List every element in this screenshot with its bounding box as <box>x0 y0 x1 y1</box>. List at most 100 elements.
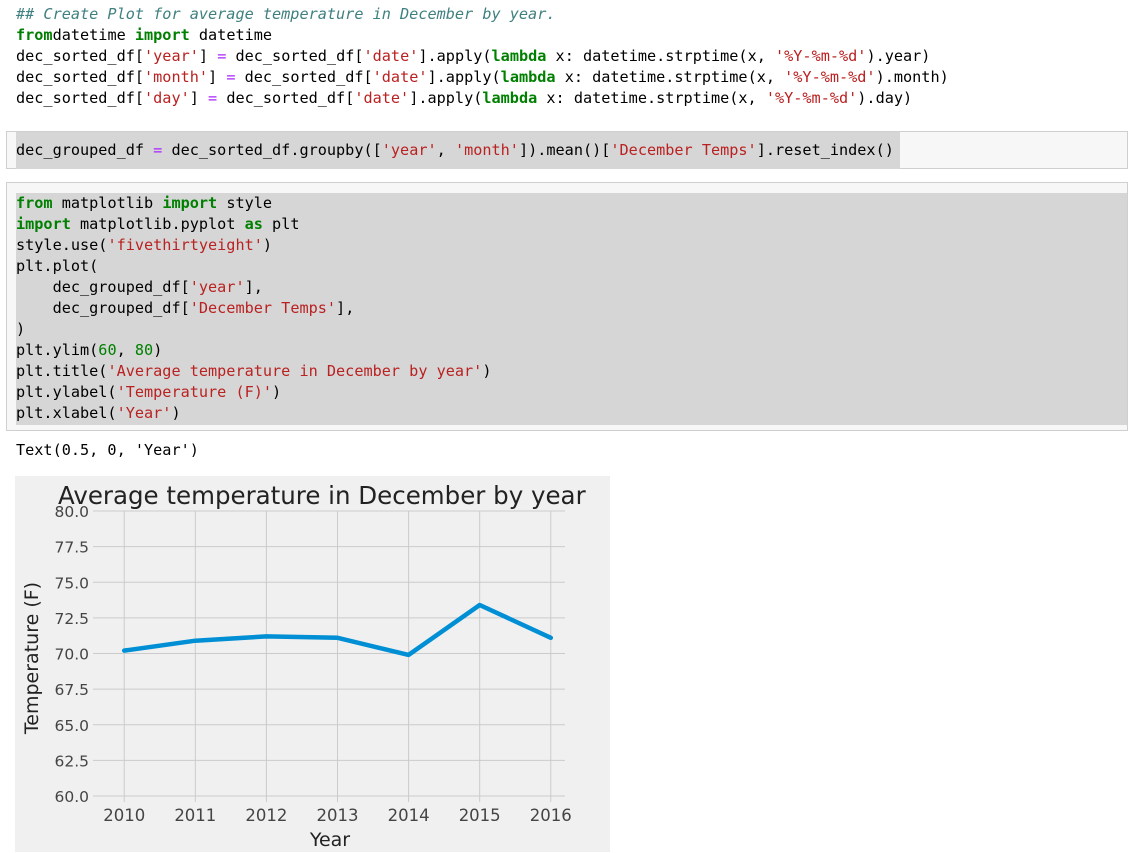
code-token: ], <box>336 299 355 317</box>
code-token: lambda <box>500 68 556 86</box>
code-token: 'date' <box>354 89 410 107</box>
code-token: dec_sorted_df[ <box>226 47 364 65</box>
y-tick-label: 67.5 <box>54 681 89 699</box>
code-token: 'month' <box>454 141 519 159</box>
code-token: dec_sorted_df[ <box>16 89 145 107</box>
y-tick-label: 62.5 <box>54 752 89 770</box>
code-token: = <box>208 89 218 107</box>
code-line: plt.plot( <box>16 256 1127 277</box>
code-token: x: datetime.strptime(x, <box>537 89 766 107</box>
code-token: 80 <box>134 341 154 359</box>
y-tick-labels: 60.0 62.5 65.0 67.5 70.0 72.5 75.0 77.5 80.0 <box>54 503 89 806</box>
code-token: import <box>134 26 190 44</box>
code-line: ) <box>16 319 1127 340</box>
code-token: 'date' <box>363 47 419 65</box>
code-token: 'Year' <box>116 404 172 422</box>
code-line: style.use('fivethirtyeight') <box>16 235 1127 256</box>
code-token: ) <box>153 341 163 359</box>
code-token: ) <box>272 383 282 401</box>
code-token: ].apply( <box>418 47 492 65</box>
code-token: lambda <box>482 89 538 107</box>
code-token: from <box>16 194 53 212</box>
code-token: dec_sorted_df[ <box>16 68 145 86</box>
y-tick-label: 77.5 <box>54 539 89 557</box>
x-tick-label: 2011 <box>174 806 216 825</box>
code-token: x: datetime.strptime(x, <box>546 47 775 65</box>
code-token: ) <box>16 320 26 338</box>
x-tick-label: 2010 <box>103 806 145 825</box>
code-cell-plot[interactable]: from matplotlib import style import matpl… <box>6 182 1128 431</box>
code-token: ).year) <box>866 47 931 65</box>
code-token: import <box>16 215 71 233</box>
code-token: ) <box>171 404 181 422</box>
line-chart: 60.0 62.5 65.0 67.5 70.0 72.5 75.0 77.5 80.0 201… <box>15 476 610 852</box>
x-axis-label: Year <box>309 829 350 851</box>
code-editor[interactable]: dec_grouped_df = dec_sorted_df.groupby([… <box>16 132 900 169</box>
code-token: , <box>116 341 135 359</box>
code-token: plt.xlabel( <box>16 404 117 422</box>
code-editor[interactable]: ## Create Plot for average temperature i… <box>16 4 1128 109</box>
code-cell-groupby[interactable]: dec_grouped_df = dec_sorted_df.groupby([… <box>6 131 1128 169</box>
x-tick-label: 2012 <box>245 806 287 825</box>
code-token: from <box>16 26 53 44</box>
code-line: from matplotlib import style <box>16 193 1127 214</box>
code-line: ## Create Plot for average temperature i… <box>16 4 1128 25</box>
code-line: dec_grouped_df['December Temps'], <box>16 298 1127 319</box>
code-token: ] <box>189 89 209 107</box>
code-token: plt.title( <box>16 362 108 380</box>
code-token: 'month' <box>144 68 209 86</box>
x-tick-label: 2014 <box>388 806 430 825</box>
code-token: lambda <box>491 47 547 65</box>
code-token: x: datetime.strptime(x, <box>555 68 785 86</box>
code-token: = <box>153 141 163 159</box>
y-tick-label: 70.0 <box>54 646 89 664</box>
code-token: datetime <box>189 26 273 44</box>
code-token: 'day' <box>144 89 190 107</box>
code-token: 60 <box>98 341 117 359</box>
code-token: ) <box>482 362 492 380</box>
code-editor[interactable]: from matplotlib import style import matpl… <box>16 193 1127 425</box>
code-token: style.use( <box>16 236 108 254</box>
code-token: style <box>217 194 273 212</box>
cell-output-text: Text(0.5, 0, 'Year') <box>16 441 199 459</box>
code-line: dec_sorted_df['day'] = dec_sorted_df['da… <box>16 88 1128 109</box>
y-tick-label: 72.5 <box>54 610 89 628</box>
x-tick-label: 2016 <box>530 806 572 825</box>
y-tick-label: 75.0 <box>54 574 89 592</box>
code-line: dec_grouped_df = dec_sorted_df.groupby([… <box>16 141 894 159</box>
code-token: '%Y-%m-%d' <box>765 89 858 107</box>
y-axis-label: Temperature (F) <box>21 582 43 735</box>
code-token: '%Y-%m-%d' <box>784 68 876 86</box>
code-token: dec_sorted_df.groupby([ <box>162 141 382 159</box>
code-token: 'year' <box>144 47 199 65</box>
code-token: import <box>162 194 218 212</box>
code-token: ## Create Plot for average temperature i… <box>16 5 556 23</box>
code-line: plt.title('Average temperature in Decemb… <box>16 361 1127 382</box>
chart-output: 60.0 62.5 65.0 67.5 70.0 72.5 75.0 77.5 80.0 201… <box>15 476 610 852</box>
code-token: dec_sorted_df[ <box>235 68 373 86</box>
y-tick-label: 60.0 <box>54 788 89 806</box>
code-token: plt <box>262 215 300 233</box>
code-token: matplotlib <box>52 194 163 212</box>
code-line: plt.ylim(60, 80) <box>16 340 1127 361</box>
chart-title: Average temperature in December by year <box>58 481 587 510</box>
code-token: as <box>244 215 263 233</box>
code-token: 'fivethirtyeight' <box>107 236 263 254</box>
chart-background <box>15 476 610 852</box>
code-cell-date-parsing[interactable]: ## Create Plot for average temperature i… <box>6 0 1128 118</box>
x-tick-labels: 2010 2011 2012 2013 2014 2015 2016 <box>103 806 572 825</box>
y-tick-label: 80.0 <box>54 503 89 521</box>
series-points <box>124 604 551 656</box>
code-line: dec_grouped_df['year'], <box>16 277 1127 298</box>
code-token: datetime <box>52 26 135 44</box>
chart-grid <box>93 510 565 802</box>
code-token: dec_grouped_df[ <box>16 278 190 296</box>
code-token: 'December Temps' <box>189 299 337 317</box>
code-token: plt.ylabel( <box>16 383 117 401</box>
code-token: 'December Temps' <box>610 141 757 159</box>
code-token: ].apply( <box>409 89 483 107</box>
code-line: plt.ylabel('Temperature (F)') <box>16 382 1127 403</box>
code-token: 'Temperature (F)' <box>116 383 273 401</box>
code-line: import matplotlib.pyplot as plt <box>16 214 1127 235</box>
code-token: ).month) <box>875 68 949 86</box>
